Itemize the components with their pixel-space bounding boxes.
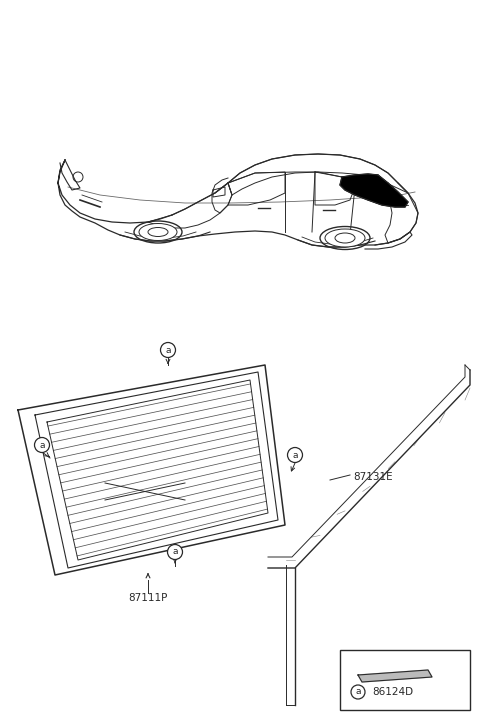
Bar xyxy=(340,650,470,710)
Circle shape xyxy=(160,343,176,358)
Circle shape xyxy=(168,544,182,559)
Text: 87111P: 87111P xyxy=(128,593,168,603)
Text: a: a xyxy=(292,451,298,459)
Circle shape xyxy=(351,685,365,699)
Text: a: a xyxy=(39,441,45,449)
Text: a: a xyxy=(165,346,171,354)
Text: a: a xyxy=(355,688,361,696)
Text: 87131E: 87131E xyxy=(353,472,393,482)
Circle shape xyxy=(35,438,49,452)
Text: a: a xyxy=(172,547,178,557)
Ellipse shape xyxy=(325,229,365,247)
Text: 86124D: 86124D xyxy=(372,687,413,697)
Ellipse shape xyxy=(139,223,177,240)
Polygon shape xyxy=(340,174,408,207)
Polygon shape xyxy=(358,670,432,682)
Circle shape xyxy=(288,448,302,462)
